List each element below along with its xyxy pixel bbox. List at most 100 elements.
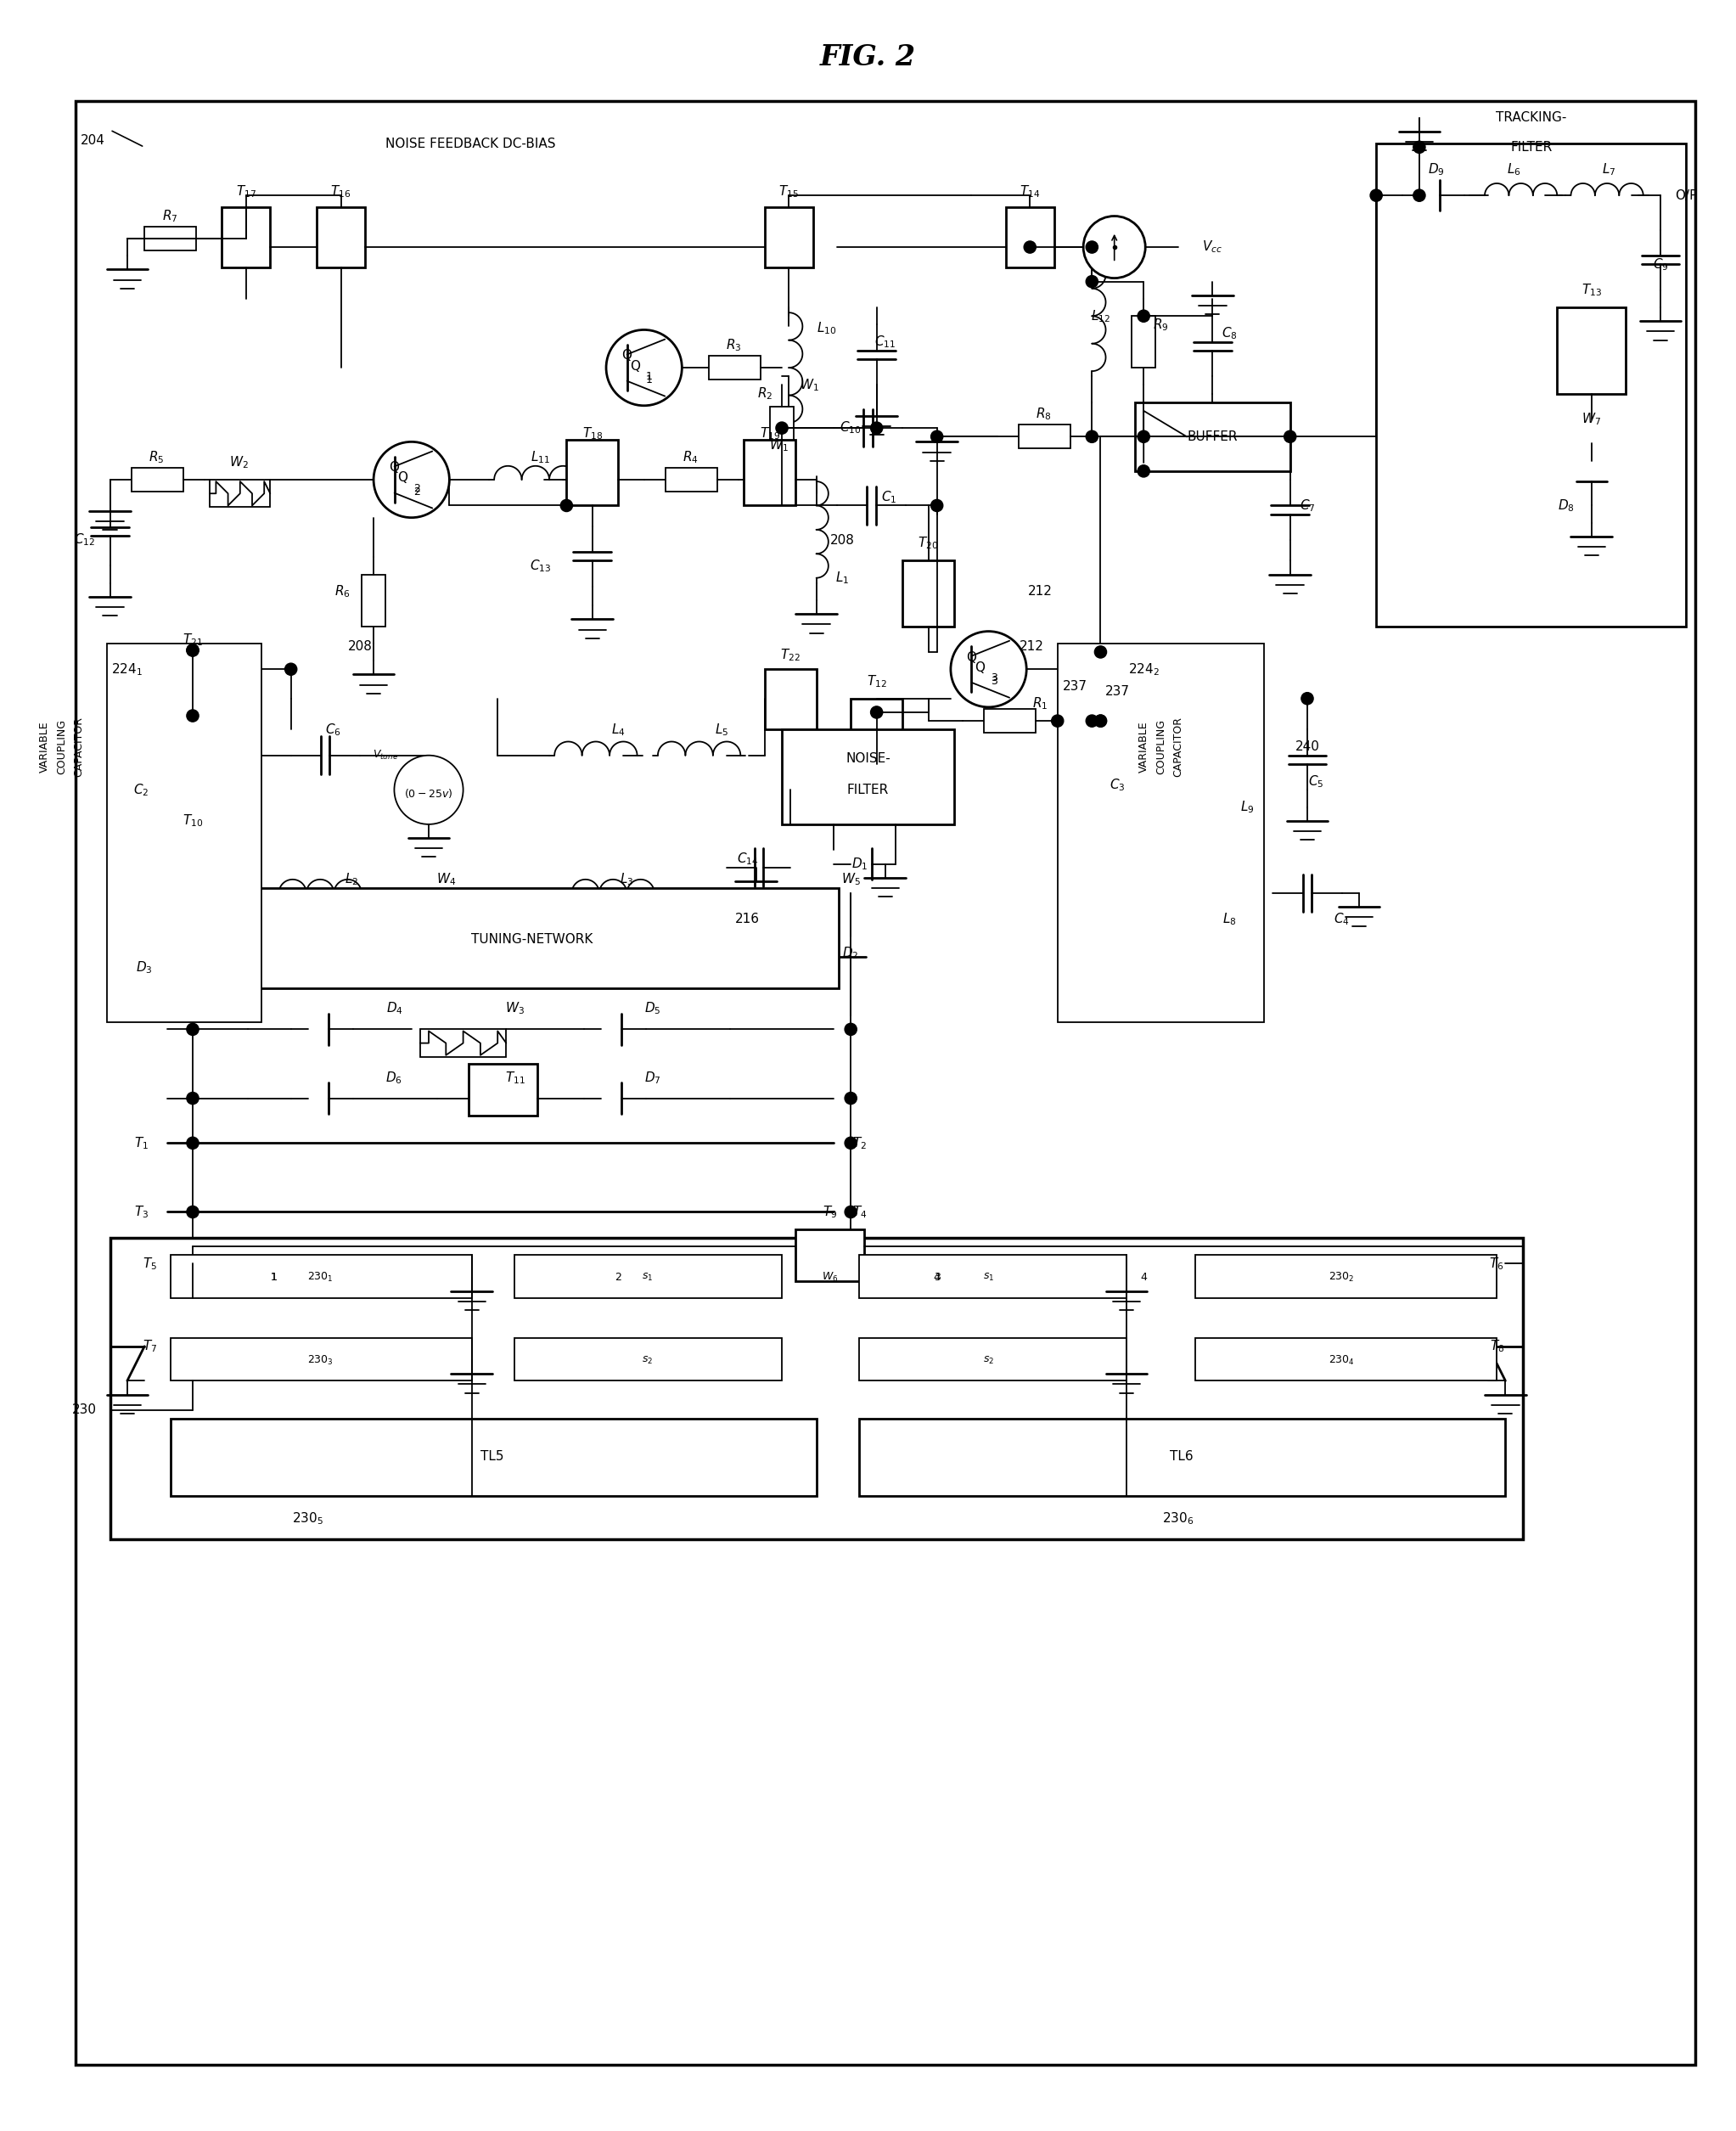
Circle shape bbox=[1087, 275, 1097, 288]
Circle shape bbox=[1285, 430, 1297, 443]
Bar bbox=[1557, 307, 1627, 394]
Bar bbox=[361, 575, 385, 627]
Text: $T_{16}$: $T_{16}$ bbox=[330, 183, 351, 200]
Text: $R_3$: $R_3$ bbox=[726, 337, 741, 354]
Text: $T_8$: $T_8$ bbox=[1489, 1338, 1503, 1355]
Circle shape bbox=[1094, 714, 1106, 727]
Text: $230_5$: $230_5$ bbox=[292, 1511, 325, 1526]
Text: 1: 1 bbox=[646, 371, 653, 381]
Circle shape bbox=[187, 1023, 198, 1036]
Text: $C_1$: $C_1$ bbox=[880, 488, 896, 505]
Text: $L_{10}$: $L_{10}$ bbox=[816, 320, 837, 337]
Circle shape bbox=[1052, 714, 1064, 727]
Bar bbox=[106, 644, 262, 1023]
Bar bbox=[420, 1029, 507, 1057]
Bar bbox=[132, 467, 184, 492]
Text: $D_4$: $D_4$ bbox=[385, 1002, 403, 1016]
Bar bbox=[665, 467, 717, 492]
Bar bbox=[170, 1419, 816, 1496]
Circle shape bbox=[1413, 141, 1425, 153]
Text: $T_9$: $T_9$ bbox=[823, 1204, 837, 1219]
Circle shape bbox=[1094, 646, 1106, 658]
Circle shape bbox=[187, 1093, 198, 1104]
Text: $D_7$: $D_7$ bbox=[644, 1070, 661, 1085]
Bar bbox=[516, 1338, 781, 1381]
Text: $T_{14}$: $T_{14}$ bbox=[1019, 183, 1040, 200]
Text: $T_3$: $T_3$ bbox=[134, 1204, 148, 1219]
Text: CAPACITOR: CAPACITOR bbox=[1172, 716, 1184, 778]
Text: 1: 1 bbox=[646, 375, 653, 386]
Text: FILTER: FILTER bbox=[1510, 141, 1552, 153]
Text: $W_1$: $W_1$ bbox=[769, 437, 788, 454]
Circle shape bbox=[845, 1206, 858, 1219]
Polygon shape bbox=[601, 1085, 621, 1112]
Bar bbox=[219, 889, 838, 989]
Circle shape bbox=[870, 422, 882, 435]
Polygon shape bbox=[1578, 460, 1606, 482]
Text: 237: 237 bbox=[1062, 680, 1087, 693]
Text: $T_{21}$: $T_{21}$ bbox=[182, 633, 203, 648]
Text: $D_3$: $D_3$ bbox=[135, 959, 153, 976]
Circle shape bbox=[930, 430, 943, 443]
Text: $230_4$: $230_4$ bbox=[1328, 1353, 1354, 1366]
Text: 204: 204 bbox=[80, 134, 106, 147]
Circle shape bbox=[1137, 430, 1149, 443]
Polygon shape bbox=[601, 1016, 621, 1042]
Text: $W_2$: $W_2$ bbox=[229, 454, 248, 471]
Circle shape bbox=[561, 499, 573, 511]
Circle shape bbox=[187, 1206, 198, 1219]
Circle shape bbox=[1413, 190, 1425, 202]
Circle shape bbox=[1087, 714, 1097, 727]
Text: $C_9$: $C_9$ bbox=[1653, 256, 1668, 273]
Text: $W_7$: $W_7$ bbox=[1581, 411, 1601, 428]
Text: $R_5$: $R_5$ bbox=[149, 450, 165, 465]
Bar bbox=[795, 1230, 865, 1281]
Bar bbox=[1132, 315, 1156, 369]
Bar bbox=[745, 441, 795, 505]
Text: $L_3$: $L_3$ bbox=[620, 872, 634, 886]
Bar bbox=[1196, 1338, 1496, 1381]
Text: $T_7$: $T_7$ bbox=[142, 1338, 156, 1355]
Bar bbox=[101, 151, 1205, 746]
Text: 1: 1 bbox=[271, 1272, 278, 1283]
Text: $L_4$: $L_4$ bbox=[611, 722, 625, 737]
Text: $230_1$: $230_1$ bbox=[307, 1270, 333, 1283]
Text: $T_4$: $T_4$ bbox=[852, 1204, 866, 1219]
Text: COUPLING: COUPLING bbox=[1156, 718, 1167, 774]
Text: $V_{tune}$: $V_{tune}$ bbox=[373, 748, 398, 761]
Circle shape bbox=[870, 705, 882, 718]
Text: $W_3$: $W_3$ bbox=[505, 1002, 524, 1016]
Bar bbox=[144, 226, 196, 251]
Circle shape bbox=[394, 754, 464, 825]
Text: $R_8$: $R_8$ bbox=[1036, 407, 1052, 422]
Circle shape bbox=[1302, 693, 1314, 705]
Text: $s_1$: $s_1$ bbox=[642, 1272, 653, 1283]
Text: $R_1$: $R_1$ bbox=[1033, 695, 1049, 712]
Text: 208: 208 bbox=[347, 641, 372, 654]
Text: $C_8$: $C_8$ bbox=[1222, 326, 1238, 341]
Circle shape bbox=[606, 330, 682, 405]
Bar bbox=[469, 1063, 536, 1115]
Bar bbox=[1019, 424, 1071, 450]
Text: $T_{22}$: $T_{22}$ bbox=[781, 648, 800, 663]
Text: $W_1$: $W_1$ bbox=[800, 377, 819, 392]
Circle shape bbox=[1083, 215, 1146, 279]
Text: $T_{17}$: $T_{17}$ bbox=[236, 183, 257, 200]
Text: O/P: O/P bbox=[1675, 190, 1698, 202]
Text: FIG. 2: FIG. 2 bbox=[819, 43, 917, 72]
Circle shape bbox=[951, 631, 1026, 707]
Text: 208: 208 bbox=[830, 533, 854, 546]
Bar bbox=[109, 1238, 1522, 1539]
Bar bbox=[859, 1255, 1127, 1298]
Text: $C_{14}$: $C_{14}$ bbox=[736, 850, 759, 867]
Text: 2: 2 bbox=[413, 486, 420, 497]
Bar bbox=[222, 207, 271, 269]
Bar bbox=[170, 1338, 472, 1381]
Text: $224_1$: $224_1$ bbox=[111, 661, 142, 678]
Bar bbox=[851, 699, 903, 765]
Bar bbox=[170, 1255, 472, 1298]
Text: $s_2$: $s_2$ bbox=[642, 1355, 653, 1366]
Text: $230_6$: $230_6$ bbox=[1161, 1511, 1194, 1526]
Text: CAPACITOR: CAPACITOR bbox=[73, 716, 85, 778]
Text: $T_1$: $T_1$ bbox=[134, 1136, 148, 1151]
